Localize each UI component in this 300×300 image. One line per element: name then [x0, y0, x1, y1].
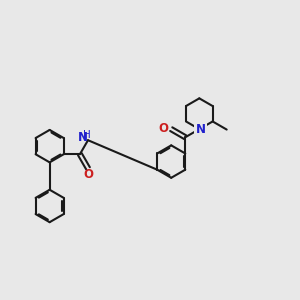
Text: O: O	[84, 168, 94, 181]
Text: N: N	[196, 123, 206, 136]
Text: N: N	[196, 123, 206, 136]
Text: O: O	[158, 122, 169, 135]
Text: N: N	[78, 131, 88, 144]
Text: H: H	[83, 130, 91, 140]
